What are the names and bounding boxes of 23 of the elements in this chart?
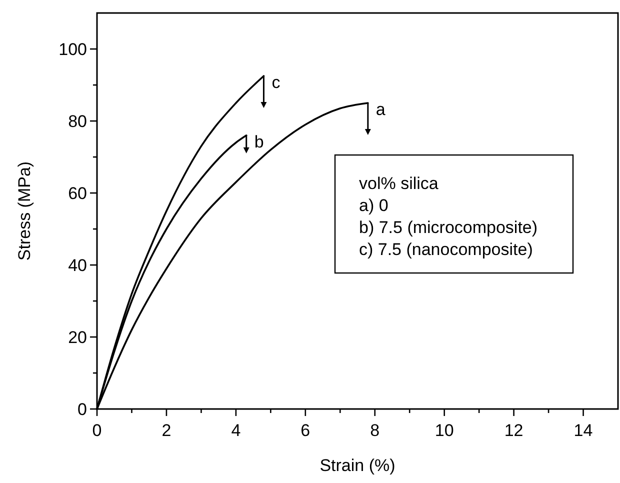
x-tick-label: 0	[92, 421, 102, 440]
legend-label: a	[376, 100, 386, 119]
y-tick-label: 0	[78, 400, 87, 419]
y-tick-label: 40	[68, 256, 87, 275]
x-axis-title: Strain (%)	[320, 456, 396, 475]
x-tick-label: 4	[231, 421, 241, 440]
annotation: a) 0	[359, 196, 388, 215]
x-tick-label: 6	[300, 421, 310, 440]
legend-label: c	[272, 73, 281, 92]
x-tick-label: 2	[162, 421, 172, 440]
y-tick-label: 100	[58, 40, 87, 59]
x-tick-label: 14	[574, 421, 593, 440]
annotation: b) 7.5 (microcomposite)	[359, 218, 538, 237]
legend-label: b	[254, 132, 264, 152]
y-tick-label: 80	[68, 112, 87, 131]
y-tick-label: 60	[68, 184, 87, 203]
annotation: c) 7.5 (nanocomposite)	[359, 240, 533, 259]
x-tick-label: 8	[370, 421, 380, 440]
x-tick-label: 10	[434, 421, 454, 440]
y-axis-title: Stress (MPa)	[15, 161, 34, 261]
annotation: vol% silica	[359, 174, 439, 193]
x-tick-label: 12	[504, 421, 524, 440]
y-tick-label: 20	[68, 328, 87, 347]
